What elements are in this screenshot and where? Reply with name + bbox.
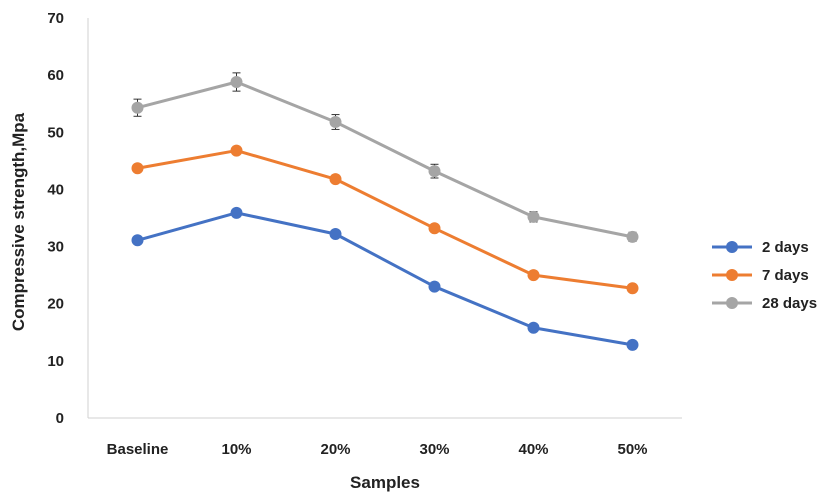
y-tick-labels: 0 10 20 30 40 50 60 70: [47, 10, 64, 427]
x-tick-label: 30%: [419, 441, 449, 458]
y-tick-label: 50: [47, 124, 64, 141]
y-tick-label: 60: [47, 67, 64, 84]
series-line: [137, 80, 633, 239]
data-point: [131, 101, 144, 114]
legend-label: 2 days: [762, 239, 809, 256]
x-tick-label: 40%: [518, 441, 548, 458]
y-tick-label: 70: [47, 10, 64, 27]
data-point: [329, 173, 342, 186]
data-point: [230, 144, 243, 157]
data-point: [131, 234, 144, 247]
data-point: [626, 230, 639, 243]
data-point: [428, 222, 441, 235]
axes: [87, 18, 682, 419]
y-tick-label: 0: [56, 410, 64, 427]
data-point: [329, 228, 342, 240]
x-tick-label: Baseline: [107, 441, 169, 458]
data-point: [230, 206, 243, 219]
series-7-days: [131, 144, 639, 295]
series-line: [137, 149, 633, 290]
legend-label: 7 days: [762, 267, 809, 284]
x-tick-labels: Baseline 10% 20% 30% 40% 50%: [107, 441, 648, 458]
data-point: [428, 280, 441, 293]
y-tick-label: 30: [47, 239, 64, 256]
legend-item: 7 days: [712, 267, 809, 284]
data-point: [527, 321, 540, 334]
data-point: [626, 282, 639, 295]
series-2-days: [131, 206, 639, 351]
y-tick-label: 20: [47, 296, 64, 313]
data-point: [230, 76, 243, 88]
data-point: [428, 165, 441, 178]
x-tick-label: 10%: [221, 441, 251, 458]
legend-swatch-marker: [726, 269, 738, 281]
data-point: [527, 269, 540, 282]
legend-item: 28 days: [712, 295, 817, 312]
x-tick-label: 20%: [320, 441, 350, 458]
data-point: [329, 116, 342, 128]
data-point: [131, 162, 144, 175]
data-point: [527, 210, 540, 223]
legend-swatch-marker: [726, 241, 738, 253]
series-line: [137, 211, 633, 347]
legend-swatch-marker: [726, 297, 738, 309]
legend-item: 2 days: [712, 239, 809, 256]
series-28-days: [131, 72, 639, 243]
y-tick-label: 40: [47, 181, 64, 198]
x-tick-label: 50%: [617, 441, 647, 458]
legend: 2 days 7 days 28 days: [712, 239, 817, 312]
legend-label: 28 days: [762, 295, 817, 312]
y-tick-label: 10: [47, 353, 64, 370]
y-axis-title: Compressive strength,Mpa: [9, 112, 28, 331]
series-layer: [131, 72, 639, 351]
data-point: [626, 338, 639, 351]
x-axis-title: Samples: [350, 473, 420, 492]
